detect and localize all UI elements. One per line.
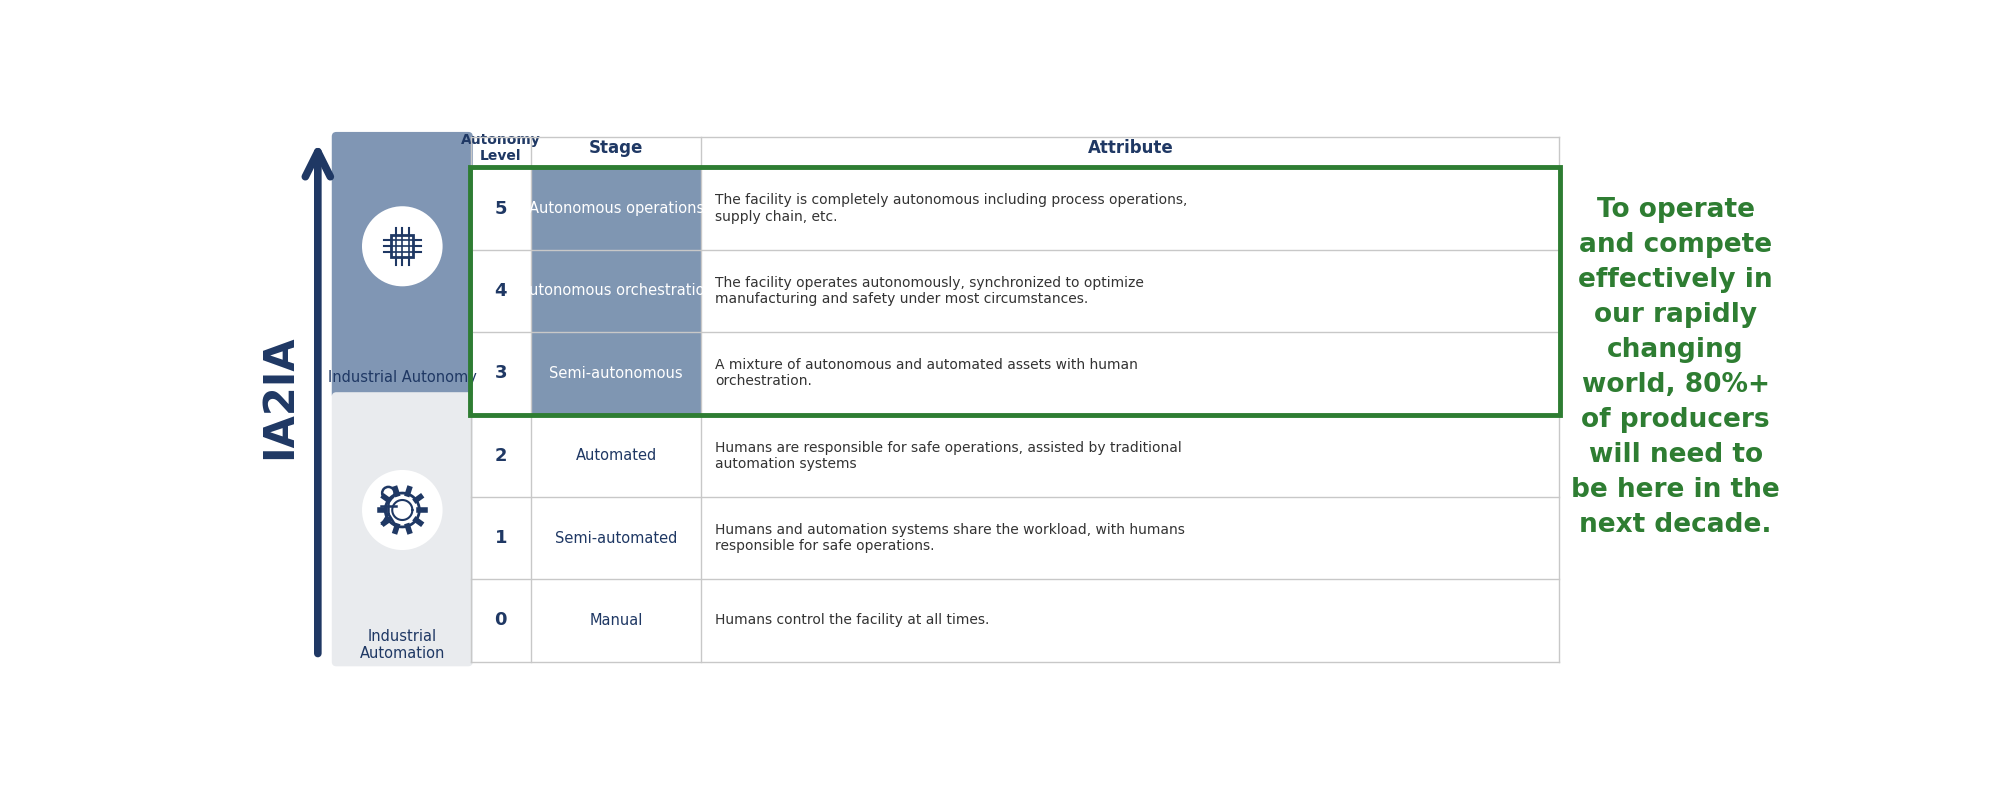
Text: Attribute: Attribute (1088, 139, 1174, 157)
Text: Autonomous orchestration: Autonomous orchestration (519, 283, 713, 298)
Text: Manual: Manual (589, 613, 643, 628)
Text: The facility is completely autonomous including process operations,
supply chain: The facility is completely autonomous in… (715, 193, 1188, 224)
Text: A mixture of autonomous and automated assets with human
orchestration.: A mixture of autonomous and automated as… (715, 358, 1138, 389)
Text: 1: 1 (495, 529, 507, 547)
Text: Industrial
Automation: Industrial Automation (359, 629, 445, 661)
Text: Stage: Stage (589, 139, 643, 157)
Text: 0: 0 (495, 612, 507, 630)
Text: Humans and automation systems share the workload, with humans
responsible for sa: Humans and automation systems share the … (715, 523, 1186, 553)
Text: 5: 5 (495, 199, 507, 217)
Text: Automated: Automated (575, 448, 657, 463)
Bar (391, 236, 413, 257)
Text: Semi-autonomous: Semi-autonomous (549, 366, 683, 381)
Circle shape (361, 470, 443, 550)
FancyBboxPatch shape (332, 392, 473, 666)
Text: 3: 3 (495, 364, 507, 382)
Text: 4: 4 (495, 282, 507, 300)
Text: Semi-automated: Semi-automated (555, 531, 677, 546)
Text: Autonomy
Level: Autonomy Level (461, 133, 541, 163)
Text: Humans are responsible for safe operations, assisted by traditional
automation s: Humans are responsible for safe operatio… (715, 440, 1182, 471)
Text: To operate
and compete
effectively in
our rapidly
changing
world, 80%+
of produc: To operate and compete effectively in ou… (1572, 197, 1779, 538)
Text: 2: 2 (495, 447, 507, 465)
Bar (531, 332, 701, 414)
Bar (531, 167, 701, 250)
FancyBboxPatch shape (332, 132, 473, 399)
Text: IA2IA: IA2IA (258, 334, 300, 458)
Circle shape (361, 206, 443, 287)
Text: Humans control the facility at all times.: Humans control the facility at all times… (715, 614, 991, 627)
Bar (531, 250, 701, 332)
Text: The facility operates autonomously, synchronized to optimize
manufacturing and s: The facility operates autonomously, sync… (715, 276, 1144, 306)
Text: Industrial Autonomy: Industrial Autonomy (328, 370, 477, 385)
Text: Autonomous operations: Autonomous operations (529, 201, 703, 216)
